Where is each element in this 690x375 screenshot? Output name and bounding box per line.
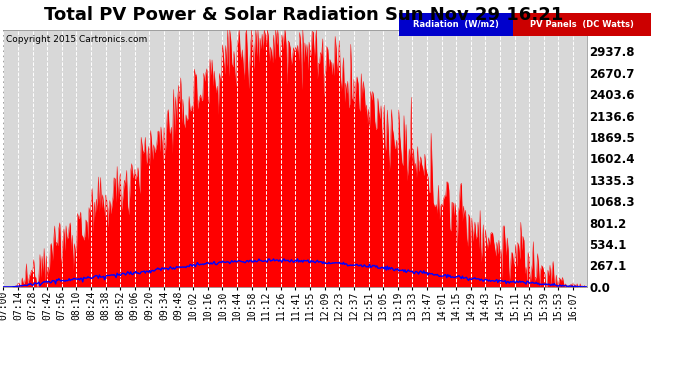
Text: PV Panels  (DC Watts): PV Panels (DC Watts) xyxy=(530,20,633,29)
Text: Total PV Power & Solar Radiation Sun Nov 29 16:21: Total PV Power & Solar Radiation Sun Nov… xyxy=(44,6,563,24)
Text: Radiation  (W/m2): Radiation (W/m2) xyxy=(413,20,499,29)
Text: Copyright 2015 Cartronics.com: Copyright 2015 Cartronics.com xyxy=(6,34,147,44)
